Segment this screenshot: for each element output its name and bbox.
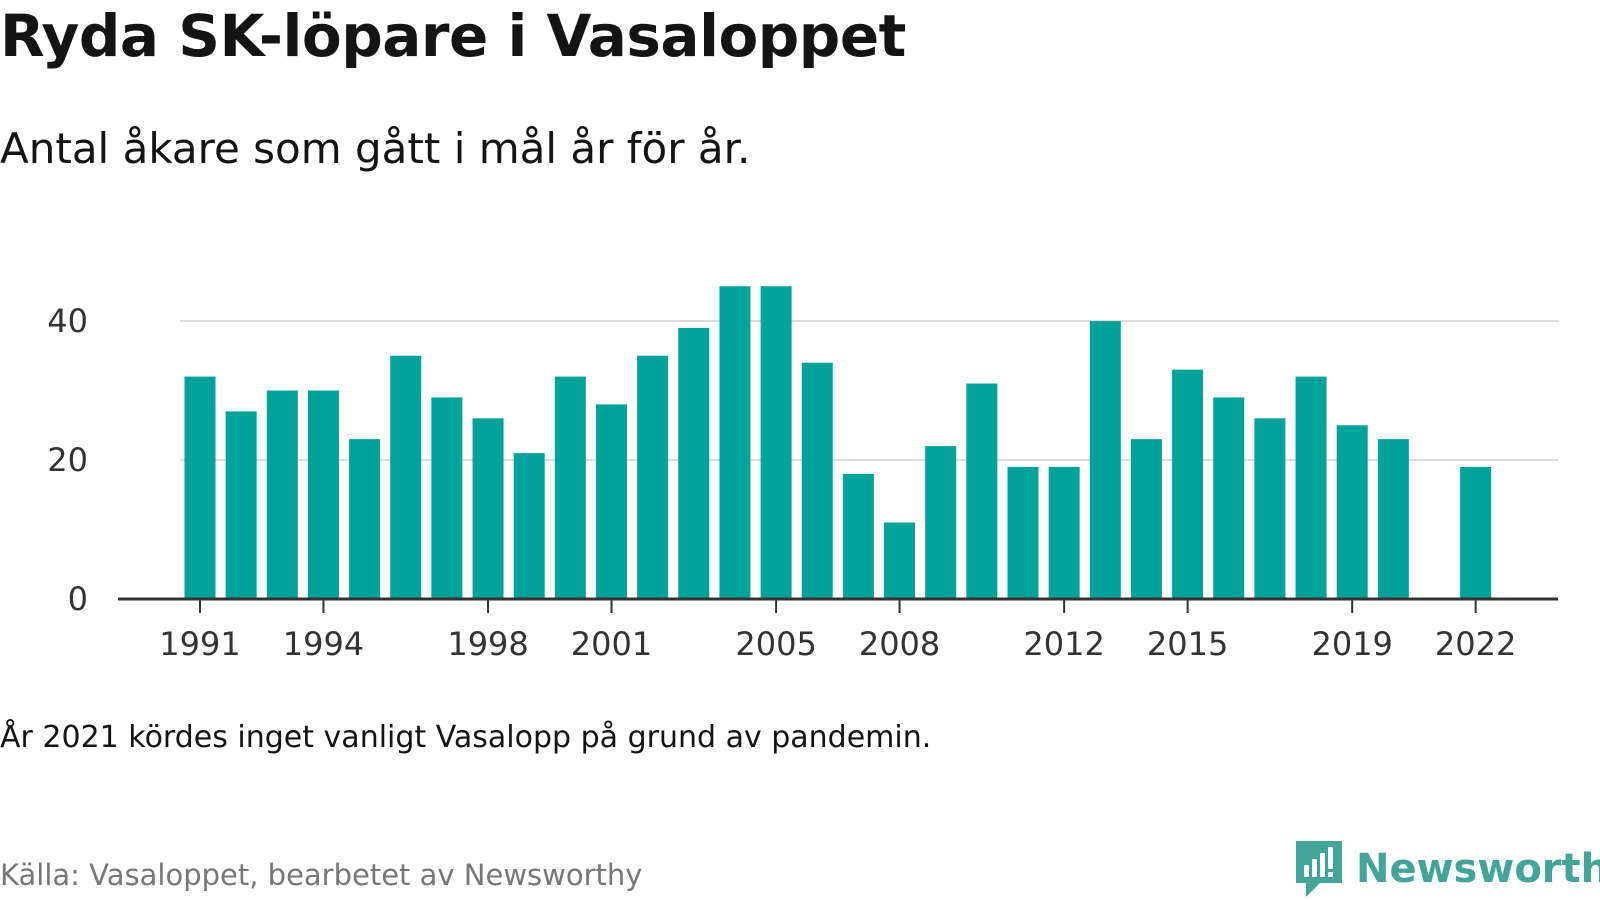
bar [431, 397, 463, 599]
bar [1460, 466, 1492, 599]
source-credit: Källa: Vasaloppet, bearbetet av Newswort… [0, 858, 643, 892]
x-tick-label: 2022 [1435, 625, 1516, 663]
bar [390, 355, 422, 599]
chart-subtitle: Antal åkare som gått i mål år för år. [0, 124, 751, 173]
x-tick-label: 2001 [571, 625, 652, 663]
bar [678, 327, 710, 599]
bar [225, 411, 257, 599]
bar [307, 390, 339, 599]
bar [472, 418, 504, 599]
bar [801, 362, 833, 599]
bar [349, 439, 381, 599]
newsworthy-logo-icon [1296, 841, 1342, 897]
brand-name: Newsworthy [1356, 846, 1600, 892]
bar [596, 404, 627, 599]
bar [719, 286, 751, 599]
y-tick-label: 40 [47, 302, 88, 340]
bar [554, 376, 586, 599]
bar [1213, 397, 1245, 599]
y-tick-label: 0 [68, 580, 88, 618]
chart-note: År 2021 kördes inget vanligt Vasalopp på… [0, 720, 932, 755]
chart-title: Ryda SK-löpare i Vasaloppet [0, 2, 906, 70]
y-tick-label: 20 [47, 441, 88, 479]
bar [1130, 439, 1162, 599]
brand: Newsworthy [1294, 838, 1600, 900]
bar [966, 383, 998, 599]
x-tick-label: 1994 [283, 625, 364, 663]
bar [1089, 321, 1121, 599]
bar [884, 522, 916, 599]
bar [842, 473, 874, 599]
bar [925, 446, 957, 599]
bar [184, 376, 216, 599]
x-tick-label: 2015 [1147, 625, 1228, 663]
x-tick-label: 2008 [859, 625, 940, 663]
bar [513, 453, 545, 599]
x-tick-label: 2005 [735, 625, 816, 663]
bar [1254, 418, 1286, 599]
bar [637, 355, 669, 599]
bar [1336, 425, 1368, 599]
bar [1172, 369, 1204, 599]
bar [1295, 376, 1327, 599]
bar-chart: 0 20 40 1991 1994 1998 2001 2005 2008 2012 2015 201… [47, 286, 1558, 663]
x-tick-label: 2019 [1311, 625, 1392, 663]
bar [1377, 439, 1409, 599]
bar [1007, 466, 1039, 599]
bar [266, 390, 298, 599]
x-tick-label: 1991 [159, 625, 240, 663]
x-tick-label: 2012 [1023, 625, 1104, 663]
x-tick-label: 1998 [447, 625, 528, 663]
bar [1048, 466, 1080, 599]
bar [760, 286, 792, 599]
